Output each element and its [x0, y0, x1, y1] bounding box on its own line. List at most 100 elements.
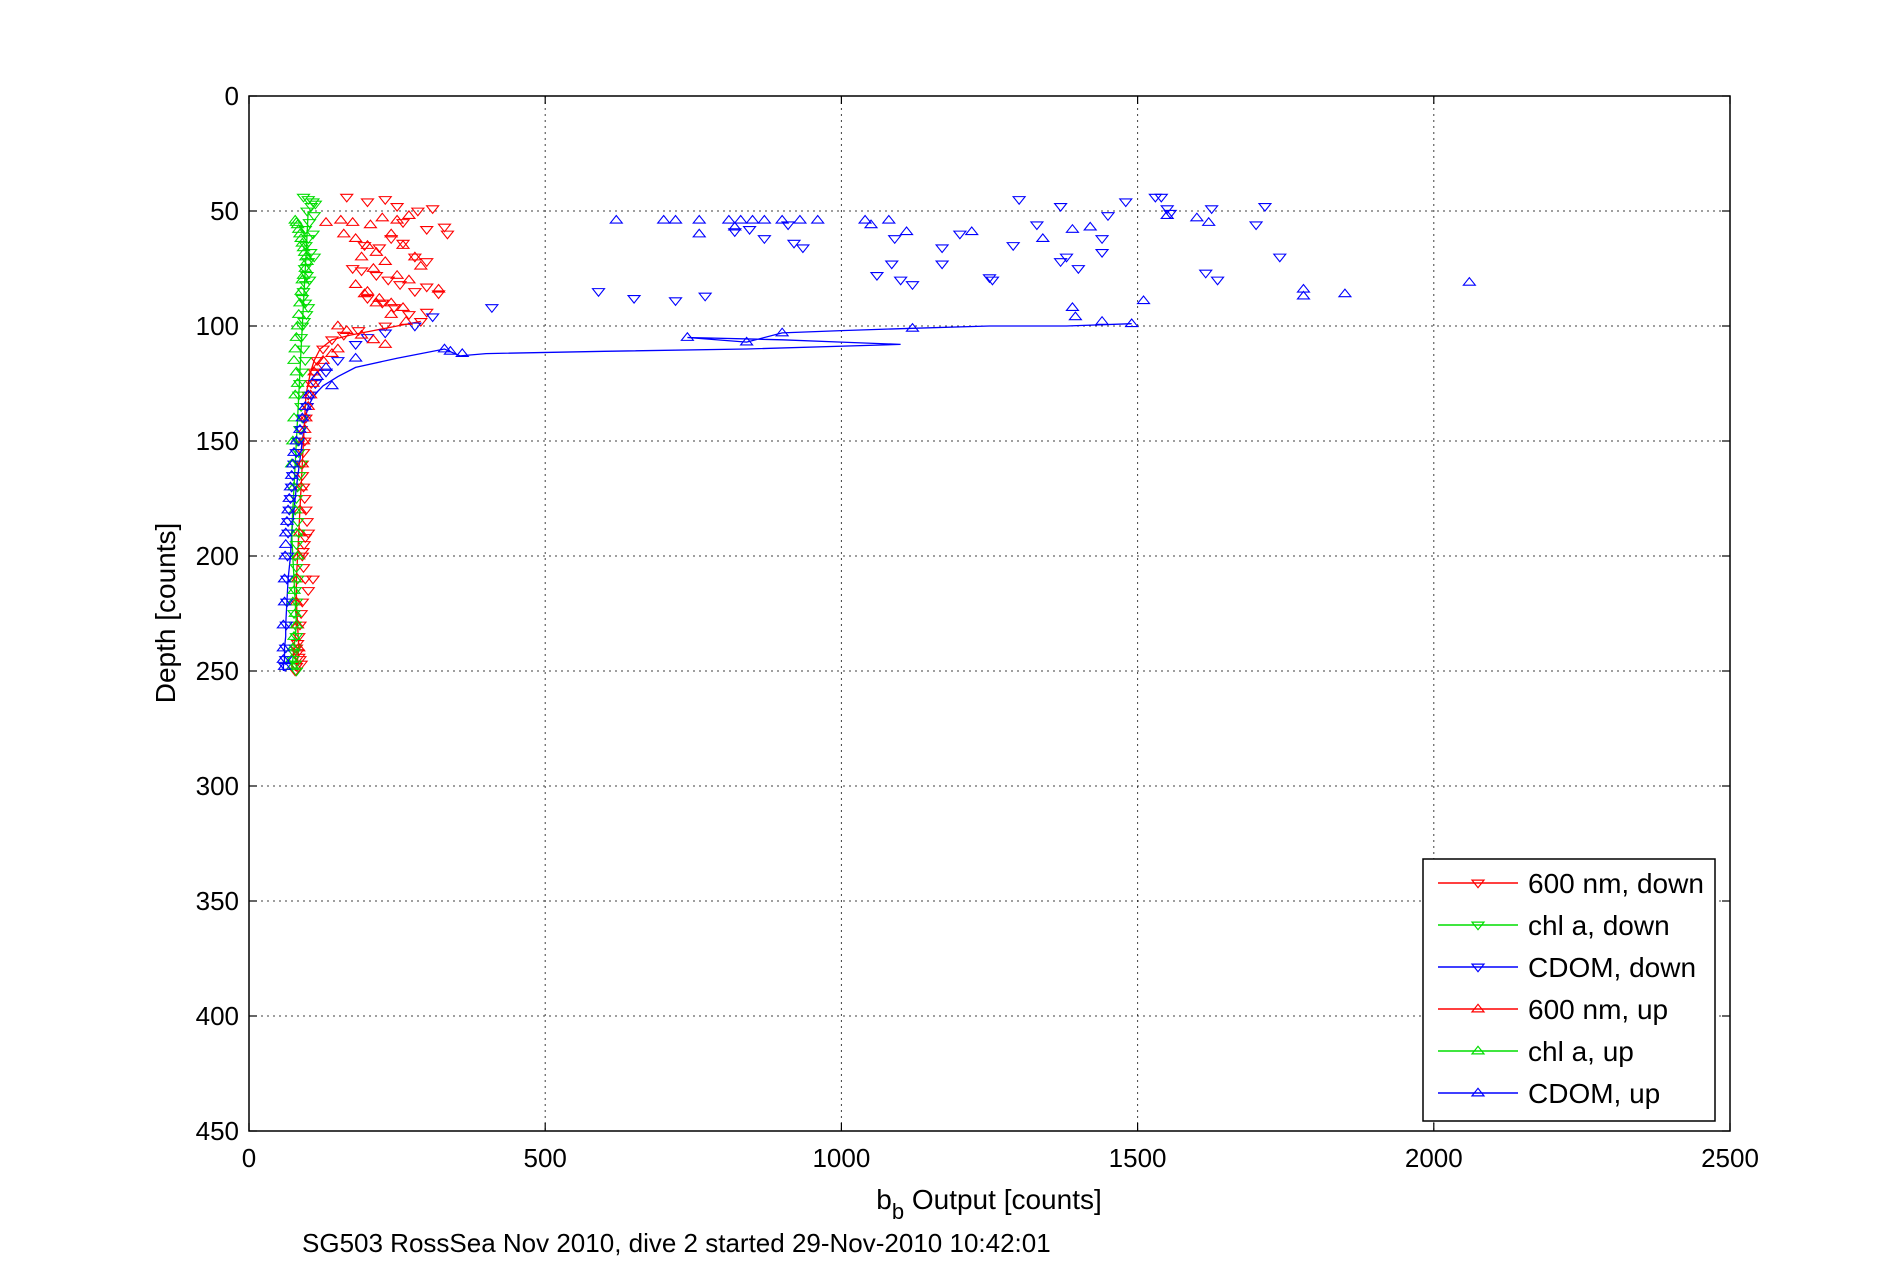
- data-point-s2-13: [887, 235, 902, 245]
- data-point-s0-25: [375, 299, 390, 309]
- data-point-s0-49: [301, 529, 316, 539]
- data-point-s3-0: [318, 216, 334, 226]
- data-point-s5-49: [792, 214, 808, 224]
- data-point-s2-10: [1029, 221, 1045, 231]
- data-point-s1-6: [307, 212, 322, 222]
- data-point-s0-35: [309, 357, 325, 367]
- footer-caption: SG503 RossSea Nov 2010, dive 2 started 2…: [302, 1228, 1051, 1258]
- data-point-s5-62: [964, 226, 979, 236]
- data-point-s2-6: [1257, 202, 1273, 212]
- data-point-s2-40: [591, 288, 606, 298]
- series-line-2: [291, 210, 309, 672]
- data-point-s5-0: [1462, 276, 1477, 286]
- data-point-s0-0: [339, 193, 354, 203]
- data-point-s5-18: [324, 380, 340, 390]
- data-point-s0-18: [369, 271, 384, 281]
- data-point-s0-56: [301, 587, 316, 597]
- data-point-s0-26: [387, 304, 402, 314]
- data-point-s5-12: [455, 348, 470, 358]
- data-point-s2-48: [318, 368, 334, 378]
- data-point-s4-19: [288, 343, 303, 353]
- data-point-s3-13: [407, 251, 423, 261]
- data-point-s3-26: [357, 288, 372, 298]
- legend: 600 nm, down chl a, down CDOM, down 600 nm,…: [1422, 858, 1716, 1122]
- data-point-s2-26: [985, 276, 1000, 286]
- legend-entry-4: chl a, up: [1438, 1036, 1634, 1067]
- data-point-s0-20: [392, 281, 408, 291]
- data-point-s3-1: [333, 214, 348, 224]
- data-point-s3-47: [293, 481, 309, 491]
- y-tick-label-6: 300: [196, 771, 239, 801]
- data-point-s3-4: [375, 212, 390, 222]
- data-point-s5-29: [280, 504, 296, 514]
- legend-marker-0: [1470, 879, 1486, 889]
- data-point-s5-59: [1083, 221, 1098, 231]
- data-point-s5-27: [283, 481, 298, 491]
- data-point-s5-56: [1189, 212, 1204, 222]
- data-point-s0-10: [357, 242, 372, 252]
- data-point-s2-4: [1154, 193, 1169, 203]
- axis-ticks: [248, 95, 1731, 1132]
- data-point-s5-28: [282, 492, 297, 502]
- data-point-s4-9: [298, 251, 314, 261]
- data-point-s1-52: [289, 633, 304, 643]
- x-tick-labels: 0 500 1000 1500 2000 2500: [242, 1143, 1759, 1173]
- data-point-s5-41: [656, 214, 671, 224]
- series-4-markers: [284, 214, 315, 670]
- data-point-s0-14: [407, 253, 423, 263]
- data-point-s2-35: [742, 225, 757, 235]
- data-point-s1-46: [289, 564, 304, 574]
- data-point-s3-27: [369, 297, 384, 307]
- data-point-s3-3: [363, 219, 378, 229]
- data-point-s0-46: [297, 495, 312, 505]
- data-point-s5-35: [277, 596, 292, 606]
- data-point-s5-23: [289, 435, 304, 445]
- data-point-s0-15: [419, 258, 434, 268]
- y-tick-label-1: 50: [210, 196, 239, 226]
- data-point-s2-32: [786, 239, 802, 249]
- data-point-s0-3: [389, 202, 405, 212]
- data-point-s2-28: [1272, 253, 1287, 263]
- data-point-s2-64: [279, 575, 295, 585]
- data-point-s5-63: [727, 221, 742, 231]
- data-point-s4-31: [288, 573, 303, 583]
- data-point-s3-10: [369, 246, 384, 256]
- legend-label-4: chl a, up: [1528, 1036, 1634, 1067]
- data-point-s5-1: [1337, 288, 1353, 298]
- data-point-s5-46: [745, 214, 760, 224]
- data-point-s2-31: [795, 244, 811, 254]
- data-point-s3-18: [401, 274, 417, 284]
- data-point-s2-19: [1198, 269, 1213, 279]
- data-point-s1-18: [298, 281, 314, 291]
- data-point-s5-17: [309, 371, 325, 381]
- data-point-s4-35: [289, 619, 304, 629]
- data-point-s0-19: [381, 276, 396, 286]
- data-point-s0-51: [296, 541, 312, 551]
- data-point-s2-5: [1204, 205, 1219, 215]
- data-point-s2-11: [952, 230, 968, 240]
- x-tick-label-2: 1000: [812, 1143, 870, 1173]
- data-point-s3-24: [395, 302, 411, 312]
- data-point-s5-58: [1296, 290, 1311, 300]
- data-point-s2-37: [698, 292, 713, 302]
- data-point-s3-28: [384, 308, 399, 318]
- data-point-s4-5: [293, 233, 309, 243]
- data-point-s4-15: [292, 297, 308, 307]
- data-point-s5-47: [757, 214, 772, 224]
- y-tick-label-3: 150: [196, 426, 239, 456]
- data-point-s3-31: [339, 325, 354, 335]
- data-point-s5-51: [857, 214, 873, 224]
- data-point-s3-36: [324, 348, 340, 358]
- data-point-s4-21: [289, 366, 304, 376]
- data-point-s3-37: [315, 354, 331, 364]
- data-point-s5-40: [609, 214, 624, 224]
- legend-label-2: CDOM, down: [1528, 952, 1696, 983]
- data-point-s0-47: [298, 506, 314, 516]
- data-point-s3-6: [401, 210, 417, 220]
- data-point-s3-34: [378, 338, 393, 348]
- legend-label-0: 600 nm, down: [1528, 868, 1704, 899]
- data-point-s4-29: [289, 527, 304, 537]
- data-point-s0-4: [410, 207, 425, 217]
- data-point-s5-10: [680, 331, 695, 341]
- data-point-s0-2: [378, 196, 393, 206]
